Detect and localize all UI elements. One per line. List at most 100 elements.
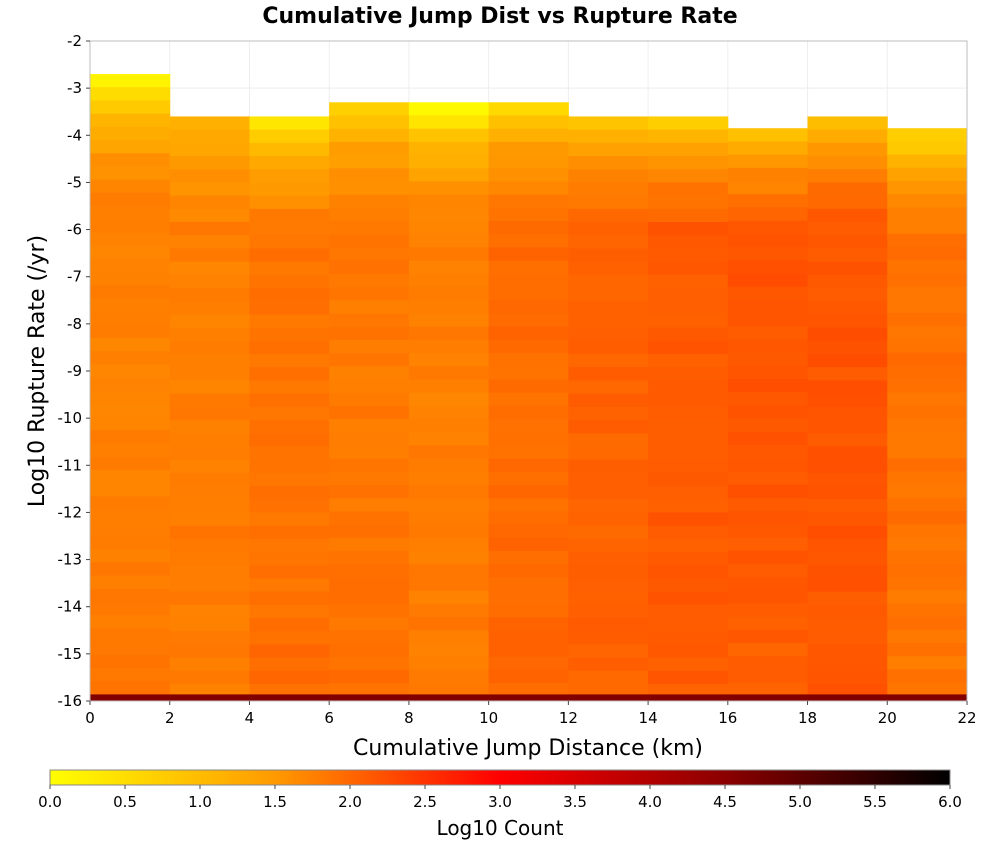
heatmap-cell [329, 656, 410, 671]
x-tick-label: 10 [479, 709, 498, 727]
heatmap-cell [488, 498, 569, 512]
heatmap-cell [568, 156, 649, 170]
heatmap-cell [488, 366, 569, 380]
x-tick-label: 6 [324, 709, 334, 727]
heatmap-cell [408, 326, 490, 341]
heatmap-cell [408, 379, 490, 394]
heatmap-cell [568, 288, 649, 302]
heatmap-cell [329, 564, 410, 578]
heatmap-cell [568, 486, 649, 500]
heatmap-cell [727, 339, 809, 354]
heatmap-cell [887, 643, 968, 657]
heatmap-cell [329, 590, 410, 605]
heatmap-cell [807, 222, 888, 236]
heatmap-cell [807, 156, 888, 170]
heatmap-cell [90, 113, 171, 128]
heatmap-cell [648, 486, 729, 500]
heatmap-cell [887, 233, 968, 248]
heatmap-cell [727, 511, 809, 525]
heatmap-cell [488, 471, 569, 486]
heatmap-cell [249, 314, 330, 329]
heatmap-cell [249, 182, 330, 197]
y-tick-label: -7 [67, 268, 82, 286]
colorbar-tick-label: 4.0 [638, 793, 662, 811]
heatmap-cell [329, 353, 410, 367]
x-tick-label: 16 [718, 709, 737, 727]
heatmap-cell [249, 248, 330, 263]
heatmap-cell [648, 116, 729, 131]
heatmap-cell [169, 618, 250, 632]
heatmap-cell [568, 657, 649, 672]
heatmap-cell [568, 261, 649, 276]
heatmap-cell [648, 301, 729, 315]
colorbar-tick-label: 0.0 [38, 793, 62, 811]
heatmap-cell [807, 142, 888, 157]
heatmap-cell [90, 219, 171, 233]
heatmap-cell [329, 379, 410, 394]
heatmap-cell [408, 128, 490, 143]
heatmap-cell [249, 208, 330, 223]
heatmap-cell [249, 552, 330, 566]
y-tick-label: -16 [58, 692, 83, 710]
heatmap-cell [90, 74, 171, 88]
heatmap-cell [169, 631, 250, 645]
heatmap-cell [408, 603, 490, 618]
heatmap-cell [249, 433, 330, 447]
heatmap-cell [90, 140, 171, 154]
heatmap-cell [408, 485, 490, 499]
colorbar-label: Log10 Count [437, 816, 564, 840]
heatmap-cell [568, 552, 649, 566]
heatmap-cell [408, 221, 490, 235]
heatmap-cell [90, 390, 171, 405]
heatmap-cell [887, 445, 968, 459]
y-axis-ticks: -2 -3 -4 -5 -6 -7 -8 -9 -10 -11 -12 -13 -14 -15 -16 [58, 32, 90, 710]
heatmap-cell [727, 326, 809, 340]
heatmap-cell [807, 195, 888, 210]
heatmap-cell [727, 233, 809, 248]
heatmap-cell [488, 155, 569, 169]
heatmap-cell [408, 419, 490, 433]
heatmap-cell [408, 168, 490, 182]
heatmap-cell [329, 273, 410, 288]
heatmap-cell [887, 260, 968, 274]
heatmap-cell [488, 287, 569, 301]
heatmap-cell [90, 575, 171, 590]
heatmap-cell [169, 525, 250, 540]
y-tick-label: -2 [67, 32, 82, 50]
heatmap-cell [727, 379, 809, 393]
heatmap-cell [727, 550, 809, 565]
heatmap-cell [169, 380, 250, 395]
heatmap-cell [807, 578, 888, 593]
heatmap-cell [408, 260, 490, 275]
heatmap-cell [807, 354, 888, 368]
heatmap-cell [648, 525, 729, 540]
heatmap-cell [568, 340, 649, 355]
heatmap-cell [408, 115, 490, 130]
y-tick-label: -15 [58, 645, 83, 663]
heatmap-cell [488, 141, 569, 156]
heatmap-cell [90, 126, 171, 141]
heatmap-cell [90, 311, 171, 326]
heatmap-cell [329, 603, 410, 618]
heatmap-cell [568, 393, 649, 408]
heatmap-cell [568, 367, 649, 381]
heatmap-cell [90, 496, 171, 511]
heatmap-cell [408, 432, 490, 446]
heatmap-cell [488, 511, 569, 526]
heatmap-cell [90, 549, 171, 563]
heatmap-cell [249, 393, 330, 408]
heatmap-cell [488, 326, 569, 341]
heatmap-cell [488, 590, 569, 605]
heatmap-cell [169, 208, 250, 223]
heatmap-cell [329, 458, 410, 473]
heatmap-cell [887, 418, 968, 433]
heatmap-cell [568, 327, 649, 342]
heatmap-cell [408, 300, 490, 314]
heatmap-cell [887, 326, 968, 340]
heatmap-cell [169, 578, 250, 593]
heatmap-cell [408, 155, 490, 169]
heatmap-cell [249, 235, 330, 249]
heatmap-cell [568, 274, 649, 289]
heatmap-cell [807, 618, 888, 632]
heatmap-cell [408, 669, 490, 684]
